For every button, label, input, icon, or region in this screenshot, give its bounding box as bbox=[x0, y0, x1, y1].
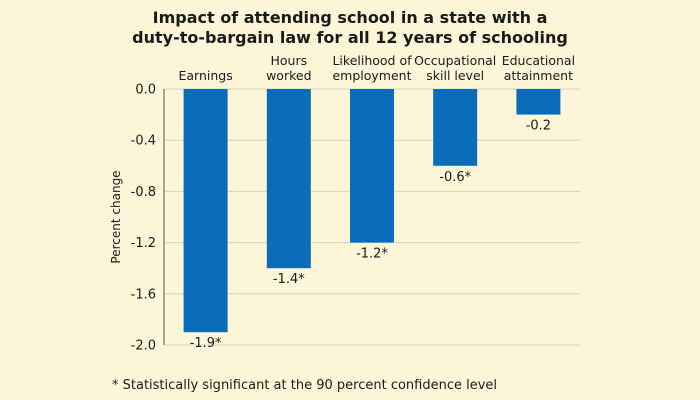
y-tick-label: -2.0 bbox=[131, 339, 156, 354]
chart-title-line-2: duty-to-bargain law for all 12 years of … bbox=[132, 28, 568, 47]
data-label: -1.2* bbox=[356, 247, 388, 262]
y-tick-label: -0.4 bbox=[131, 134, 156, 149]
y-axis-label: Percent change bbox=[109, 170, 123, 263]
bar bbox=[266, 89, 311, 269]
category-label: Hours bbox=[270, 53, 307, 68]
category-label: Likelihood of bbox=[332, 53, 412, 68]
y-tick-label: -1.6 bbox=[131, 287, 156, 302]
bar bbox=[433, 89, 478, 166]
chart-title-line-1: Impact of attending school in a state wi… bbox=[152, 8, 548, 27]
category-label: worked bbox=[266, 68, 311, 83]
category-label: attainment bbox=[504, 68, 573, 83]
chart-title: Impact of attending school in a state wi… bbox=[0, 8, 700, 48]
bar bbox=[183, 89, 228, 333]
bar bbox=[350, 89, 394, 243]
footnote: * Statistically significant at the 90 pe… bbox=[112, 378, 498, 393]
y-tick-label: -0.8 bbox=[131, 185, 156, 200]
category-label: employment bbox=[332, 68, 411, 83]
category-label: Earnings bbox=[178, 68, 232, 83]
category-label: Occupational bbox=[414, 53, 496, 68]
bar bbox=[516, 89, 561, 115]
category-label: skill level bbox=[426, 68, 484, 83]
data-label: -0.2 bbox=[526, 119, 551, 134]
y-tick-label: 0.0 bbox=[135, 83, 156, 98]
data-label: -1.4* bbox=[273, 272, 305, 287]
data-label: -0.6* bbox=[439, 170, 471, 185]
y-tick-label: -1.2 bbox=[131, 236, 156, 251]
data-label: -1.9* bbox=[190, 336, 222, 351]
category-label: Educational bbox=[502, 53, 575, 68]
